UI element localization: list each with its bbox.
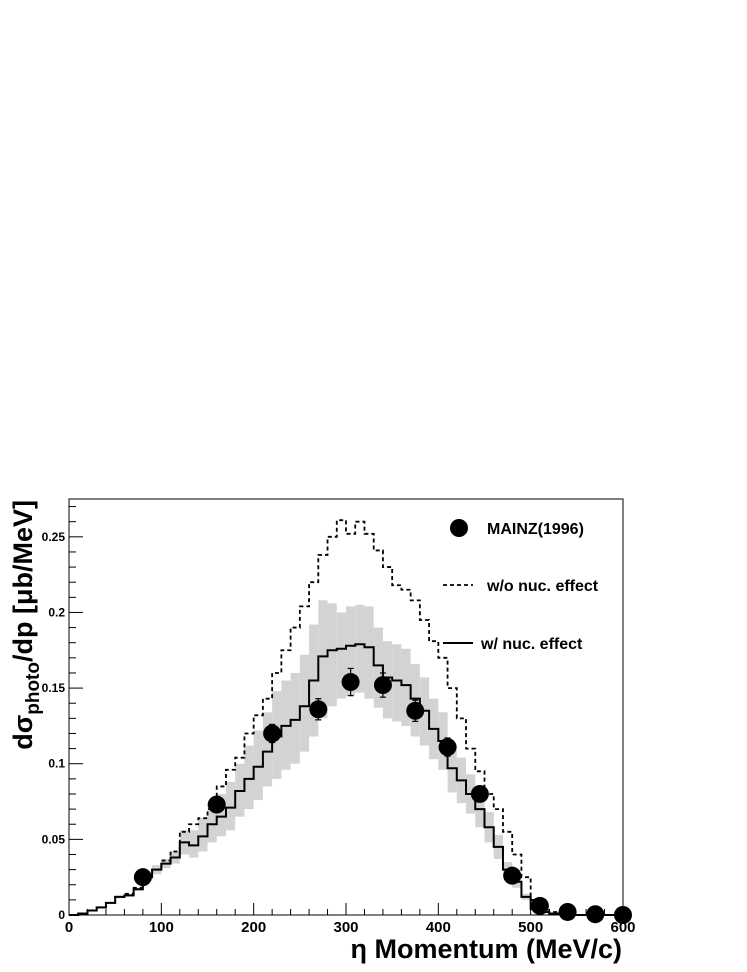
x-tick-label: 200 bbox=[241, 919, 266, 936]
band-bin bbox=[254, 730, 263, 800]
band-bin bbox=[291, 673, 300, 764]
y-axis-title: dσphoto/dp [μb/MeV] bbox=[8, 500, 44, 750]
x-tick-label: 0 bbox=[65, 919, 73, 936]
band-bin bbox=[244, 746, 253, 810]
data-point bbox=[134, 868, 152, 886]
legend-label: MAINZ(1996) bbox=[487, 521, 584, 538]
data-point bbox=[586, 905, 604, 923]
band-bin bbox=[226, 782, 235, 830]
data-point bbox=[503, 867, 521, 885]
y-tick-label: 0.25 bbox=[42, 530, 66, 544]
x-axis-title: η Momentum (MeV/c) bbox=[350, 934, 622, 964]
data-point bbox=[531, 897, 549, 915]
data-point bbox=[208, 796, 226, 814]
y-tick-label: 0.05 bbox=[42, 832, 66, 846]
data-point bbox=[439, 738, 457, 756]
data-point bbox=[406, 702, 424, 720]
band-bin bbox=[300, 655, 309, 752]
data-point bbox=[342, 673, 360, 691]
legend-label: w/o nuc. effect bbox=[486, 578, 599, 595]
band-bin bbox=[392, 644, 401, 721]
y-tick-label: 0.15 bbox=[42, 681, 66, 695]
legend-marker-point bbox=[450, 519, 468, 537]
band-bin bbox=[198, 818, 207, 851]
y-tick-label: 0 bbox=[58, 908, 65, 922]
y-tick-label: 0.2 bbox=[48, 605, 65, 619]
data-point bbox=[309, 700, 327, 718]
band-bin bbox=[263, 712, 272, 786]
band-bin bbox=[189, 830, 198, 857]
y-tick-label: 0.1 bbox=[48, 757, 65, 771]
data-point bbox=[374, 676, 392, 694]
band-bin bbox=[374, 628, 383, 708]
legend: MAINZ(1996) w/o nuc. effect w/ nuc. effect bbox=[443, 519, 599, 653]
plot-frame bbox=[69, 499, 623, 915]
x-tick-label: 100 bbox=[149, 919, 174, 936]
band-bin bbox=[364, 606, 373, 698]
data-point bbox=[263, 724, 281, 742]
legend-label: w/ nuc. effect bbox=[480, 636, 583, 653]
data-point bbox=[471, 785, 489, 803]
band-bin bbox=[328, 603, 337, 706]
